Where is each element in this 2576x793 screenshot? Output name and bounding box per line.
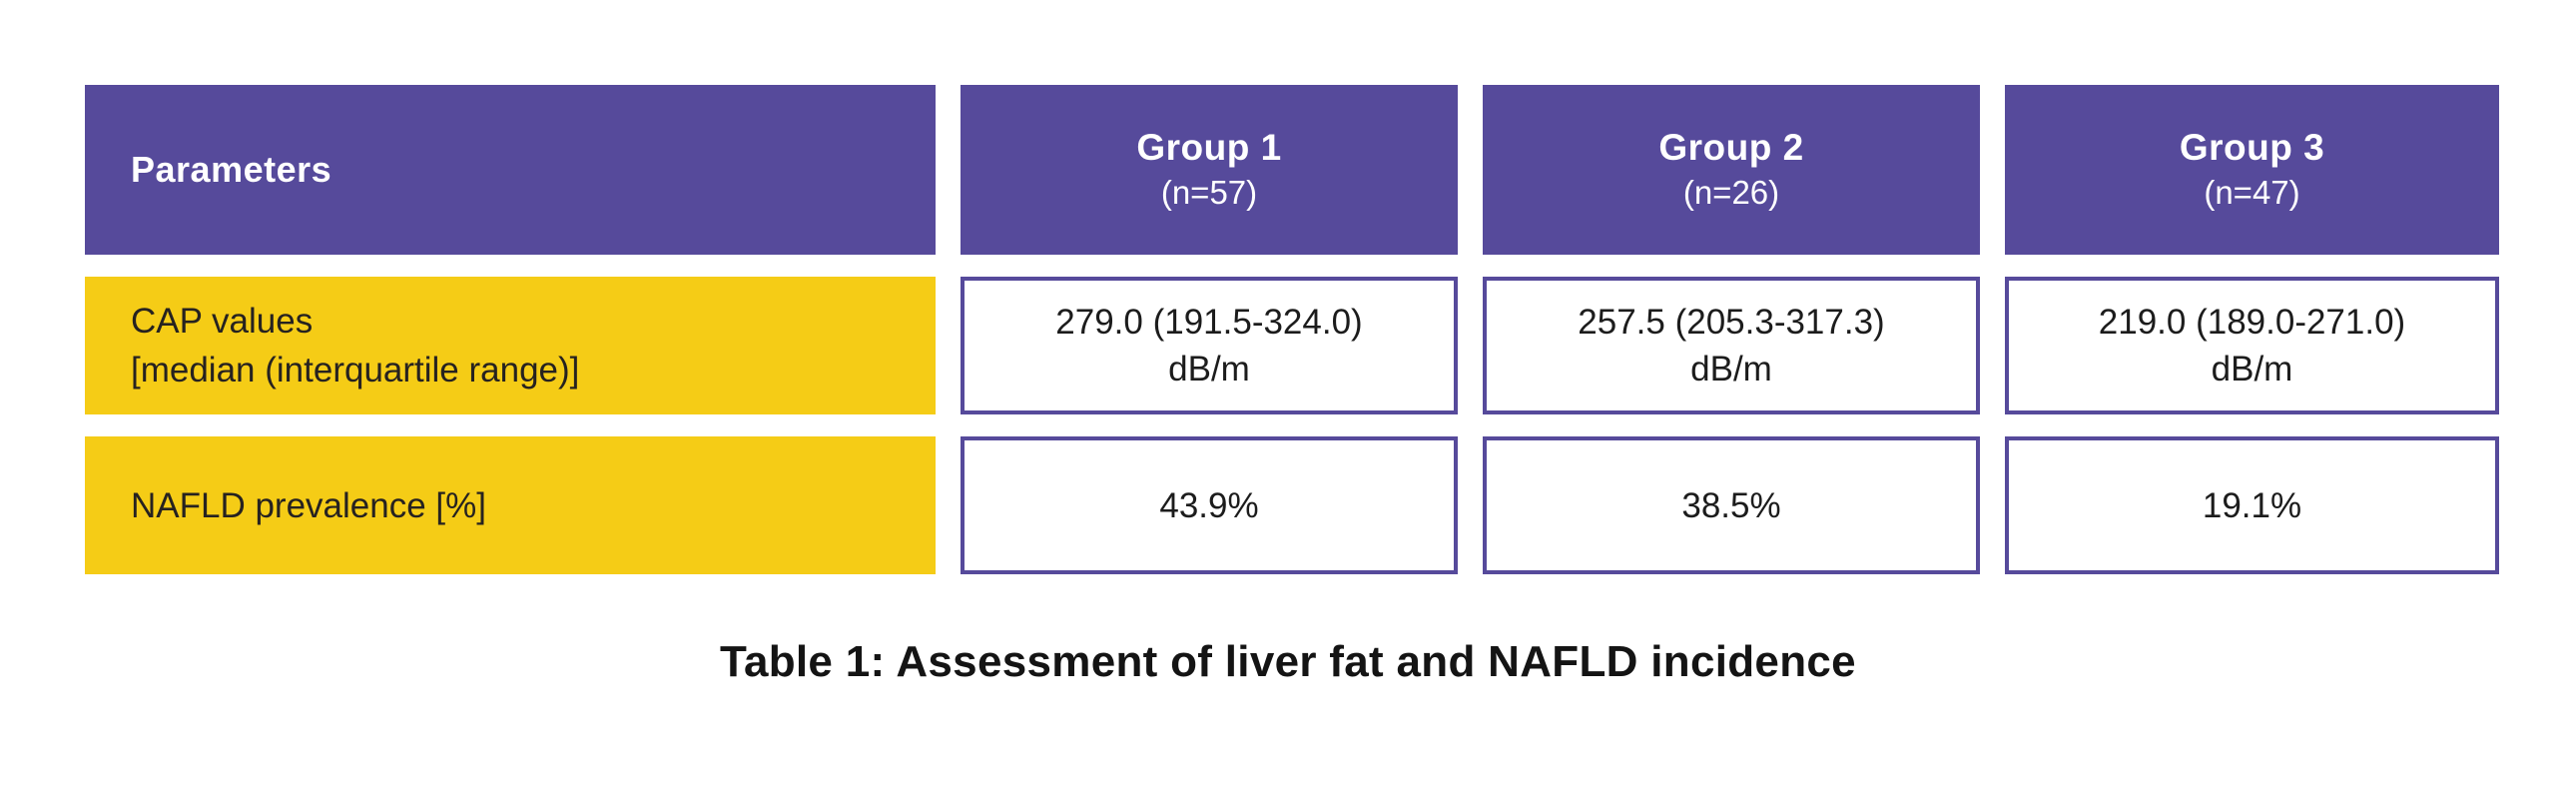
group-3-n: (n=47): [2204, 174, 2300, 211]
cap-values-label-line2: [median (interquartile range)]: [131, 351, 580, 390]
nafld-value-group-1: 43.9%: [961, 436, 1458, 574]
cap-value-group-3: 219.0 (189.0-271.0) dB/m: [2005, 277, 2499, 414]
group-1-n: (n=57): [1160, 174, 1258, 211]
group-3-name: Group 3: [2179, 127, 2325, 168]
group-2-name: Group 2: [1658, 127, 1804, 168]
nafld-value-group-2: 38.5%: [1483, 436, 1980, 574]
table-caption: Table 1: Assessment of liver fat and NAF…: [720, 637, 1856, 686]
cap-group-2-unit: dB/m: [1690, 350, 1772, 389]
group-2-n: (n=26): [1682, 174, 1780, 211]
nafld-value-group-3: 19.1%: [2005, 436, 2499, 574]
cap-group-3-range: 219.0 (189.0-271.0): [2098, 303, 2406, 342]
nafld-group-1-percent: 43.9%: [1159, 485, 1259, 525]
cap-values-label-line1: CAP values: [131, 302, 314, 341]
nafld-prevalence-label: NAFLD prevalence [%]: [131, 485, 486, 525]
header-cell-group-3: Group 3 (n=47): [2005, 85, 2499, 255]
row-label-nafld-prevalence: NAFLD prevalence [%]: [85, 436, 936, 574]
cap-group-1-unit: dB/m: [1168, 350, 1250, 389]
nafld-group-2-percent: 38.5%: [1681, 485, 1781, 525]
cap-group-3-unit: dB/m: [2211, 350, 2293, 389]
group-1-name: Group 1: [1136, 127, 1282, 168]
nafld-group-3-percent: 19.1%: [2202, 485, 2302, 525]
parameters-label: Parameters: [131, 149, 332, 190]
header-cell-group-2: Group 2 (n=26): [1483, 85, 1980, 255]
cap-value-group-2: 257.5 (205.3-317.3) dB/m: [1483, 277, 1980, 414]
cap-group-1-range: 279.0 (191.5-324.0): [1055, 303, 1363, 342]
header-cell-parameters: Parameters: [85, 85, 936, 255]
cap-value-group-1: 279.0 (191.5-324.0) dB/m: [961, 277, 1458, 414]
results-table: Parameters Group 1 (n=57) Group 2 (n=26)…: [85, 85, 2499, 574]
row-label-cap-values: CAP values [median (interquartile range)…: [85, 277, 936, 414]
cap-group-2-range: 257.5 (205.3-317.3): [1578, 303, 1885, 342]
header-cell-group-1: Group 1 (n=57): [961, 85, 1458, 255]
